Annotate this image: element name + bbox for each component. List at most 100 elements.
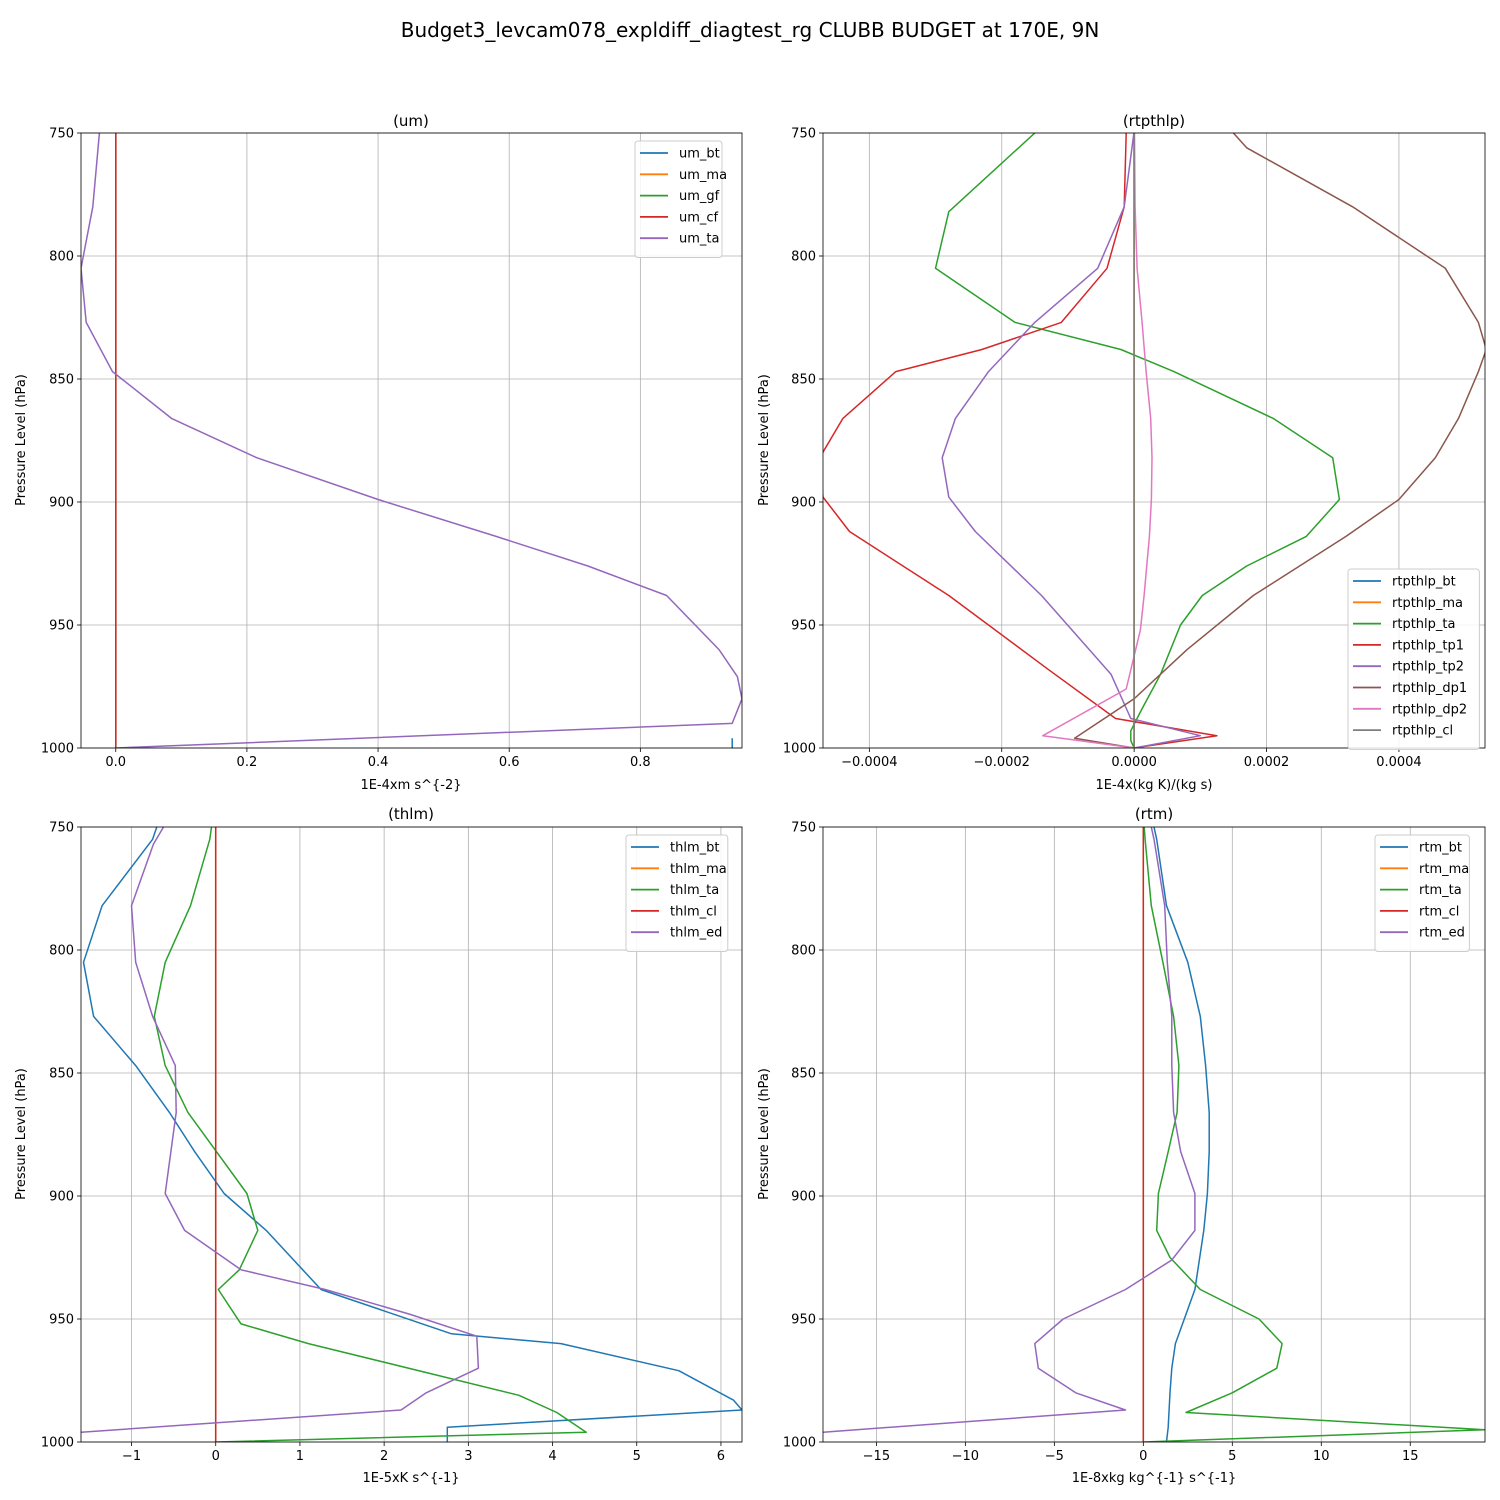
legend-label-rtpthlp_tp2: rtpthlp_tp2 [1392, 660, 1464, 675]
y-tick-label: 800 [49, 250, 74, 265]
x-tick-label: 5 [633, 1449, 641, 1464]
y-tick-label: 950 [791, 1313, 816, 1328]
y-tick-label: 1000 [41, 742, 74, 757]
x-tick-label: 2 [380, 1449, 388, 1464]
y-tick-label: 800 [791, 250, 816, 265]
legend-label-rtpthlp_ma: rtpthlp_ma [1392, 596, 1463, 611]
legend-label-rtpthlp_cl: rtpthlp_cl [1392, 724, 1453, 739]
x-tick-label: 1 [296, 1449, 304, 1464]
series-line-um_ta [81, 133, 742, 748]
y-tick-label: 800 [49, 944, 74, 959]
y-tick-label: 900 [791, 1190, 816, 1205]
x-tick-label: 0 [212, 1449, 220, 1464]
series-group [823, 827, 1485, 1442]
legend-label-um_ta: um_ta [679, 232, 719, 247]
y-tick-label: 750 [49, 127, 74, 142]
x-tick-label: −15 [863, 1449, 890, 1464]
x-axis-label: 1E-8xkg kg^{-1} s^{-1} [1072, 1471, 1237, 1486]
x-tick-label: −0.0002 [974, 755, 1030, 770]
subplot-rtpthlp: (rtpthlp) 1E-4x(kg K)/(kg s) Pressure Le… [757, 112, 1486, 793]
series-line-thlm_ta [153, 827, 587, 1442]
subplot-title: (rtm) [1135, 805, 1173, 823]
legend-label-um_cf: um_cf [679, 210, 719, 225]
y-tick-label: 900 [791, 496, 816, 511]
y-tick-label: 950 [49, 1313, 74, 1328]
y-axis-label: Pressure Level (hPa) [14, 374, 29, 506]
subplot-title: (um) [393, 112, 429, 130]
y-tick-label: 850 [49, 1067, 74, 1082]
x-tick-label: 0.0 [105, 755, 126, 770]
series-line-thlm_ed [81, 827, 480, 1433]
y-tick-label: 750 [49, 821, 74, 836]
legend-label-rtpthlp_dp1: rtpthlp_dp1 [1392, 681, 1467, 696]
legend: um_bt um_ma um_gf um_cf um_ta [634, 140, 727, 258]
axes-frame [822, 132, 1486, 749]
legend-label-thlm_ta: thlm_ta [670, 883, 719, 898]
x-axis-label: 1E-5xK s^{-1} [363, 1471, 460, 1486]
x-tick-label: 0.0000 [1111, 755, 1157, 770]
axes-frame [80, 132, 743, 749]
series-line-rtm_bt [1153, 827, 1210, 1442]
y-axis-label: Pressure Level (hPa) [14, 1068, 29, 1200]
y-tick-label: 1000 [783, 742, 816, 757]
subplot-rtm: (rtm) 1E-8xkg kg^{-1} s^{-1} Pressure Le… [757, 805, 1486, 1486]
y-tick-label: 850 [49, 373, 74, 388]
series-line-rtpthlp_dp2 [1042, 133, 1153, 748]
legend-label-thlm_ma: thlm_ma [670, 862, 727, 877]
y-axis-label: Pressure Level (hPa) [757, 1068, 772, 1200]
series-group [81, 827, 742, 1442]
x-tick-label: 0.0004 [1376, 755, 1422, 770]
series-line-thlm_bt [82, 827, 742, 1442]
legend-box [625, 834, 729, 952]
legend-label-rtpthlp_dp2: rtpthlp_dp2 [1392, 702, 1467, 717]
legend: rtpthlp_bt rtpthlp_ma rtpthlp_ta rtpthlp_tp… [1347, 568, 1480, 750]
figure-title: Budget3_levcam078_expldiff_diagtest_rg C… [401, 18, 1100, 42]
x-tick-label: 0.0002 [1244, 755, 1290, 770]
y-tick-label: 900 [49, 1190, 74, 1205]
x-tick-label: −0.0004 [841, 755, 897, 770]
legend-label-um_bt: um_bt [679, 147, 720, 162]
y-axis-label: Pressure Level (hPa) [757, 374, 772, 506]
x-tick-label: 0.8 [630, 755, 651, 770]
x-tick-label: 0 [1139, 1449, 1147, 1464]
x-tick-label: 0.6 [499, 755, 520, 770]
subplot-um: (um) 1E-4xm s^{-2} Pressure Level (hPa) … [14, 112, 743, 793]
y-tick-label: 1000 [783, 1436, 816, 1451]
x-tick-label: 3 [464, 1449, 472, 1464]
axes-frame [822, 826, 1486, 1443]
legend-label-rtm_cl: rtm_cl [1419, 904, 1459, 919]
x-tick-label: 0.2 [237, 755, 258, 770]
legend-box [1374, 834, 1470, 952]
y-tick-label: 900 [49, 496, 74, 511]
x-axis-label: 1E-4x(kg K)/(kg s) [1096, 778, 1213, 793]
legend-label-rtm_bt: rtm_bt [1419, 841, 1462, 856]
y-tick-label: 850 [791, 1067, 816, 1082]
series-group [81, 133, 742, 748]
legend-label-um_ma: um_ma [679, 168, 727, 183]
axes-frame [80, 826, 743, 1443]
x-tick-label: 0.4 [368, 755, 389, 770]
x-tick-label: 5 [1228, 1449, 1236, 1464]
x-tick-label: 6 [717, 1449, 725, 1464]
series-group [823, 133, 1485, 748]
subplot-title: (thlm) [388, 805, 434, 823]
x-tick-label: 15 [1402, 1449, 1419, 1464]
y-tick-label: 950 [49, 619, 74, 634]
legend-label-rtm_ed: rtm_ed [1419, 926, 1465, 941]
subplot-title: (rtpthlp) [1123, 112, 1185, 130]
legend-label-rtpthlp_ta: rtpthlp_ta [1392, 617, 1455, 632]
x-tick-label: 10 [1313, 1449, 1330, 1464]
legend-box [1347, 568, 1480, 750]
x-tick-label: 4 [548, 1449, 556, 1464]
x-axis-label: 1E-4xm s^{-2} [360, 778, 461, 793]
legend-label-rtpthlp_bt: rtpthlp_bt [1392, 575, 1456, 590]
x-tick-label: −5 [1045, 1449, 1064, 1464]
legend-label-rtpthlp_tp1: rtpthlp_tp1 [1392, 638, 1464, 653]
legend-label-thlm_cl: thlm_cl [670, 904, 717, 919]
legend-box [634, 140, 723, 258]
series-line-rtpthlp_ta [934, 133, 1341, 748]
y-tick-label: 750 [791, 821, 816, 836]
series-line-rtm_ta [1143, 827, 1485, 1442]
